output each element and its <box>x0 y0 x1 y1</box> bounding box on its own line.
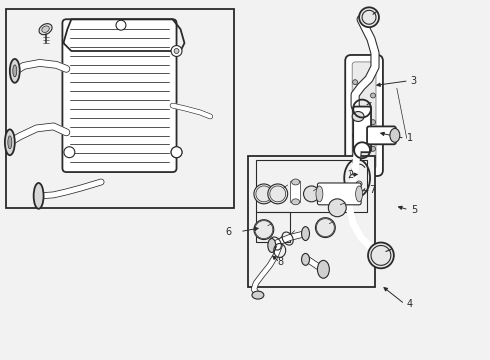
FancyBboxPatch shape <box>62 19 176 172</box>
FancyBboxPatch shape <box>291 181 300 203</box>
Circle shape <box>171 46 182 57</box>
Text: 2: 2 <box>347 170 353 180</box>
Text: 6: 6 <box>225 226 231 237</box>
Text: 5: 5 <box>411 205 417 215</box>
Ellipse shape <box>356 186 363 202</box>
FancyBboxPatch shape <box>367 126 396 144</box>
Ellipse shape <box>10 59 20 83</box>
Ellipse shape <box>301 227 310 240</box>
FancyBboxPatch shape <box>345 55 383 176</box>
Ellipse shape <box>316 186 323 202</box>
Circle shape <box>268 184 288 204</box>
Ellipse shape <box>39 24 52 35</box>
FancyBboxPatch shape <box>352 62 376 169</box>
Ellipse shape <box>42 26 49 32</box>
Ellipse shape <box>34 183 44 209</box>
Circle shape <box>328 199 346 217</box>
Circle shape <box>171 147 182 158</box>
Ellipse shape <box>301 253 310 265</box>
Text: 7: 7 <box>369 185 375 195</box>
FancyBboxPatch shape <box>353 107 371 152</box>
Circle shape <box>171 147 182 158</box>
Bar <box>256 212 290 242</box>
Ellipse shape <box>13 65 17 77</box>
Circle shape <box>303 186 319 202</box>
Circle shape <box>316 218 335 238</box>
Polygon shape <box>63 19 184 51</box>
Text: 8: 8 <box>278 257 284 267</box>
Ellipse shape <box>292 179 299 185</box>
Ellipse shape <box>318 260 329 278</box>
Circle shape <box>356 181 362 187</box>
Circle shape <box>353 133 358 138</box>
Circle shape <box>254 184 274 204</box>
Circle shape <box>353 106 358 111</box>
Circle shape <box>254 220 274 239</box>
Circle shape <box>368 243 394 268</box>
Ellipse shape <box>352 112 364 121</box>
Circle shape <box>64 147 75 158</box>
Ellipse shape <box>292 199 299 205</box>
Circle shape <box>370 120 375 125</box>
Circle shape <box>116 20 126 30</box>
Bar <box>248 156 375 287</box>
Ellipse shape <box>252 291 264 299</box>
FancyBboxPatch shape <box>318 183 361 205</box>
Circle shape <box>359 7 379 27</box>
Ellipse shape <box>390 129 400 142</box>
Circle shape <box>370 146 375 151</box>
Circle shape <box>174 49 179 54</box>
Circle shape <box>353 159 358 165</box>
Bar <box>6 9 234 208</box>
Circle shape <box>353 80 358 85</box>
Text: 1: 1 <box>407 133 413 143</box>
Circle shape <box>370 93 375 98</box>
Bar <box>256 160 367 212</box>
Ellipse shape <box>8 136 12 149</box>
Circle shape <box>174 150 179 155</box>
Circle shape <box>370 66 375 71</box>
Ellipse shape <box>5 129 15 155</box>
Ellipse shape <box>268 239 276 252</box>
Text: 4: 4 <box>407 299 413 309</box>
Text: 3: 3 <box>411 76 417 86</box>
